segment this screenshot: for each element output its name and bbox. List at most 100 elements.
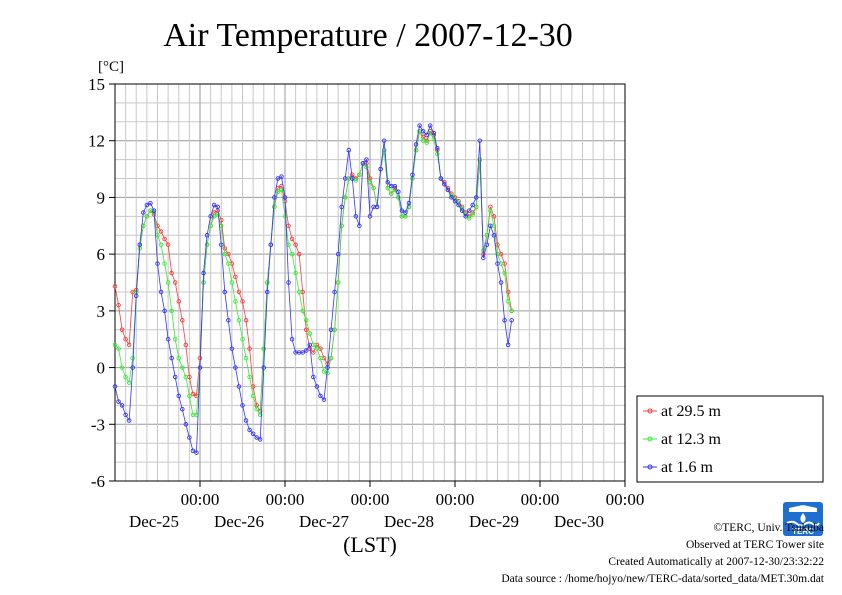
data-point bbox=[272, 195, 277, 200]
y-tick-label: -3 bbox=[91, 415, 105, 434]
data-point bbox=[360, 161, 366, 166]
x-tick-day: Dec-29 bbox=[469, 512, 519, 531]
data-point bbox=[250, 393, 256, 399]
data-point bbox=[243, 355, 249, 361]
data-point bbox=[190, 391, 196, 397]
data-point bbox=[162, 308, 167, 314]
data-point bbox=[165, 336, 171, 342]
data-point bbox=[275, 189, 281, 195]
data-point bbox=[130, 365, 135, 370]
data-point bbox=[261, 346, 267, 351]
data-point bbox=[169, 355, 174, 361]
y-tick-label: 6 bbox=[97, 245, 106, 264]
data-point bbox=[187, 393, 192, 399]
data-point bbox=[456, 202, 461, 208]
terc-logo-icon: TERC bbox=[783, 502, 823, 536]
data-point bbox=[119, 365, 125, 370]
data-point bbox=[151, 208, 157, 213]
data-point bbox=[176, 393, 181, 399]
x-tick-time: 00:00 bbox=[606, 490, 645, 509]
legend-item: at 1.6 m bbox=[643, 459, 714, 476]
data-point bbox=[183, 374, 189, 380]
data-point bbox=[378, 166, 383, 172]
data-point bbox=[463, 214, 468, 219]
data-point bbox=[300, 350, 305, 355]
data-point bbox=[172, 374, 178, 380]
data-point bbox=[353, 178, 359, 183]
data-point bbox=[410, 172, 415, 177]
data-point bbox=[289, 236, 295, 242]
data-point bbox=[431, 136, 437, 142]
data-point bbox=[321, 397, 327, 402]
data-point bbox=[328, 327, 334, 333]
data-point bbox=[265, 280, 270, 285]
data-point bbox=[342, 176, 348, 181]
data-point bbox=[126, 380, 132, 385]
data-point bbox=[265, 289, 270, 295]
data-point bbox=[218, 242, 224, 247]
data-point bbox=[293, 242, 298, 247]
data-point bbox=[275, 176, 281, 181]
data-point bbox=[293, 270, 298, 276]
data-point bbox=[233, 274, 238, 280]
data-point bbox=[304, 318, 309, 323]
data-point bbox=[424, 132, 429, 138]
data-point bbox=[119, 327, 125, 333]
data-point bbox=[413, 147, 419, 153]
data-point bbox=[417, 123, 422, 128]
data-point bbox=[116, 346, 121, 351]
legend-swatch-marker bbox=[647, 464, 653, 470]
data-point bbox=[155, 261, 160, 266]
data-point bbox=[431, 130, 437, 136]
data-point bbox=[116, 302, 121, 308]
data-point bbox=[204, 232, 210, 238]
x-tick-day: Dec-25 bbox=[129, 512, 179, 531]
x-axis-label: (LST) bbox=[343, 532, 397, 557]
data-point bbox=[321, 369, 327, 374]
data-point bbox=[282, 214, 288, 219]
data-point bbox=[300, 308, 305, 314]
data-point bbox=[183, 422, 189, 427]
data-point bbox=[314, 346, 320, 351]
credit-copyright: ©TERC, Univ. Tsukuba bbox=[713, 522, 824, 534]
data-point bbox=[502, 270, 507, 276]
data-point bbox=[488, 223, 493, 229]
data-point bbox=[495, 251, 500, 257]
x-tick-time: 00:00 bbox=[181, 490, 220, 509]
data-point bbox=[222, 246, 228, 251]
data-point bbox=[470, 212, 475, 217]
data-point bbox=[116, 399, 121, 404]
data-point bbox=[474, 195, 479, 200]
data-point bbox=[385, 185, 390, 191]
y-tick-label: 9 bbox=[97, 188, 106, 207]
data-point bbox=[169, 270, 174, 276]
chart-title: Air Temperature / 2007-12-30 bbox=[163, 17, 573, 54]
data-point bbox=[204, 242, 210, 247]
data-point bbox=[176, 299, 181, 304]
series-line bbox=[114, 130, 513, 413]
data-point bbox=[396, 189, 401, 195]
data-point bbox=[137, 242, 143, 247]
data-point bbox=[491, 214, 497, 219]
data-point bbox=[240, 403, 245, 408]
data-point bbox=[311, 350, 316, 355]
data-point bbox=[509, 308, 514, 314]
data-point bbox=[123, 336, 128, 342]
data-point bbox=[389, 191, 394, 196]
data-point bbox=[257, 412, 263, 418]
y-axis-unit: [°C] bbox=[98, 59, 124, 75]
y-tick-label: 0 bbox=[97, 359, 106, 378]
data-point bbox=[233, 365, 238, 370]
data-point bbox=[335, 251, 341, 257]
data-point bbox=[484, 242, 490, 247]
data-point bbox=[183, 342, 189, 348]
data-point bbox=[399, 208, 405, 213]
data-point bbox=[435, 151, 440, 157]
x-tick-time: 00:00 bbox=[521, 490, 560, 509]
data-point bbox=[304, 327, 309, 333]
data-point bbox=[289, 336, 295, 342]
data-point bbox=[420, 129, 426, 134]
data-point bbox=[197, 365, 203, 370]
data-point bbox=[342, 195, 348, 200]
data-point bbox=[364, 157, 369, 162]
